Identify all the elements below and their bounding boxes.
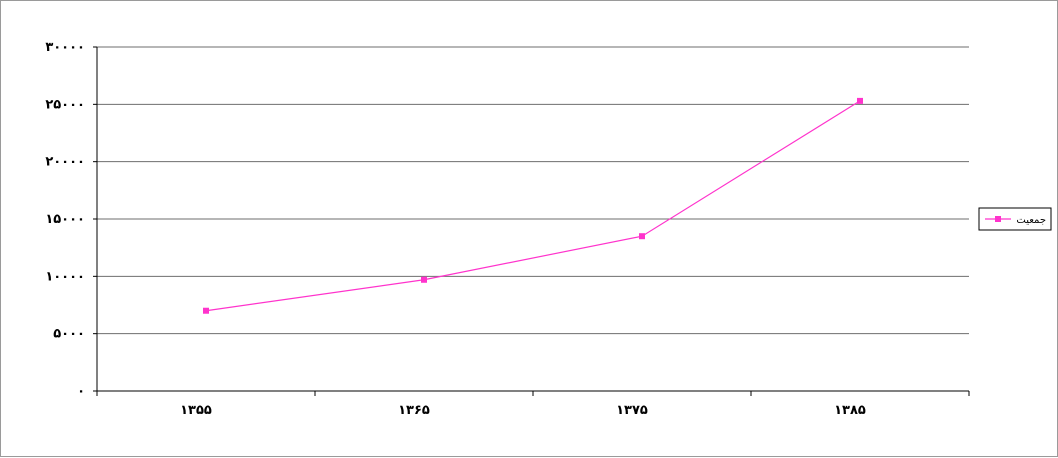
x-tick-label: ۱۳۸۵ [834,403,866,418]
y-tick-label: ۱۵۰۰۰ [45,212,85,227]
axes [93,46,970,396]
legend-marker [995,216,1001,222]
data-point [857,97,863,104]
data-point [203,307,209,314]
data-point [421,276,427,283]
y-tick-labels: ۰ ۵۰۰۰ ۱۰۰۰۰ ۱۵۰۰۰ ۲۰۰۰۰ ۲۵۰۰۰ ۳۰۰۰۰ [45,40,85,399]
data-point [639,233,645,240]
y-tick-label: ۲۰۰۰۰ [45,155,85,170]
y-tick-label: ۰ [77,384,85,399]
x-tick-labels: ۱۳۵۵ ۱۳۶۵ ۱۳۷۵ ۱۳۸۵ [180,403,866,418]
y-tick-label: ۲۵۰۰۰ [45,97,85,112]
legend: جمعیت [978,207,1052,231]
x-tick-label: ۱۳۵۵ [180,403,212,418]
x-tick-label: ۱۳۷۵ [616,403,648,418]
y-tick-label: ۳۰۰۰۰ [45,40,85,55]
series-layer [203,97,863,314]
y-tick-label: ۱۰۰۰۰ [45,269,85,284]
series-line [205,100,861,312]
legend-box [978,207,1052,231]
legend-label: جمعیت [1016,215,1046,226]
gridlines [97,46,969,335]
y-tick-label: ۵۰۰۰ [53,327,85,342]
x-tick-label: ۱۳۶۵ [398,403,430,418]
